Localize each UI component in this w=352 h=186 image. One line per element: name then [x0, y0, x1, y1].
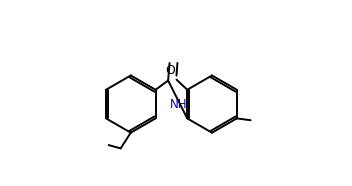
Text: NH: NH — [170, 98, 187, 110]
Text: O: O — [165, 64, 175, 77]
